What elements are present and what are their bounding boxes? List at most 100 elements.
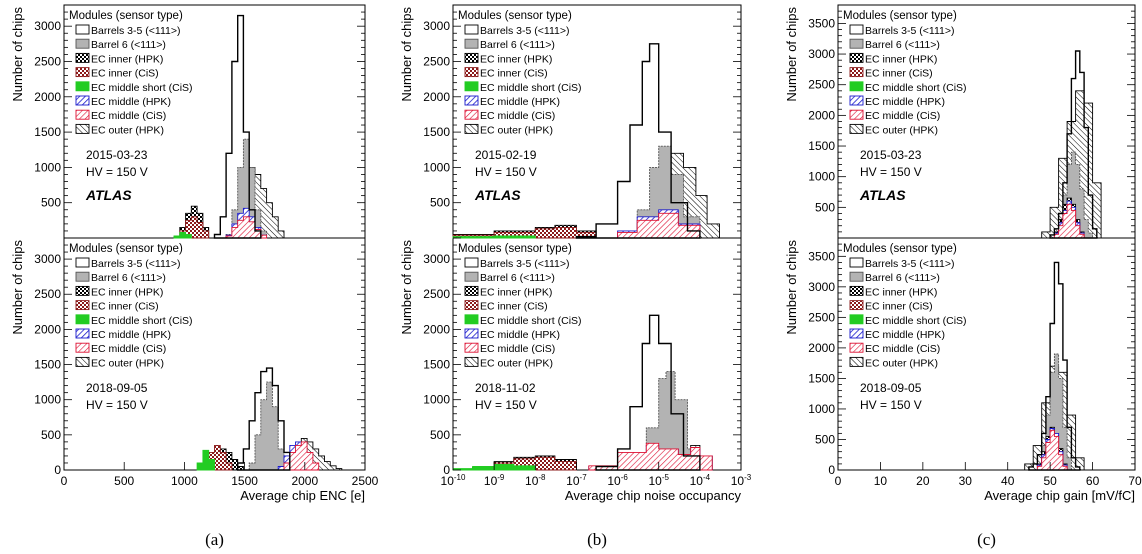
panel-1: 500 1000 1500 2000 2500 3000 0 500 1000 1500 2000 2… <box>10 4 379 549</box>
x-tick-label: 70 <box>1128 474 1142 488</box>
y-tick-label: 1000 <box>34 393 61 407</box>
legend-label-ec-inner-hpk: EC inner (HPK) <box>480 286 552 298</box>
y-axis-label-bottom: Number of chips <box>10 240 25 335</box>
histogram-ec-middle-cis-top-p2 <box>617 212 701 239</box>
legend-label-ec-inner-cis: EC inner (CiS) <box>480 68 548 80</box>
legend-label-ec-inner-cis: EC inner (CiS) <box>865 68 933 80</box>
panel-3: 5001000150020002500300035000500100015002… <box>784 4 1142 549</box>
y-tick-label: 1000 <box>423 160 450 174</box>
legend-swatch-barrel-6-111 <box>75 271 90 282</box>
x-tick-label: 2500 <box>352 474 379 488</box>
legend-swatch-barrel-6-111 <box>464 271 479 282</box>
y-tick-label: 1000 <box>34 160 61 174</box>
legend-label-barrel-6-111: Barrel 6 (<111>) <box>91 39 166 51</box>
legend-swatch-ec-inner-cis <box>849 67 864 78</box>
hv-label: HV = 150 V <box>86 398 148 412</box>
legend-swatch-ec-middle-hpk <box>75 328 90 339</box>
legend-swatch-ec-middle-cis <box>75 109 90 120</box>
legend-swatch-barrel-6-111 <box>849 38 864 49</box>
legend-label-barrel-6-111: Barrel 6 (<111>) <box>865 39 940 51</box>
y-tick-label: 2000 <box>34 322 61 336</box>
y-tick-label: 1500 <box>34 358 61 372</box>
y-tick-label: 1000 <box>808 170 835 184</box>
x-tick-label: 10-10 <box>441 473 466 488</box>
histogram-barrels-3-5-111-bottom-p2 <box>595 314 701 471</box>
y-axis-label-bottom: Number of chips <box>399 240 414 335</box>
x-tick-label: 10-4 <box>690 473 711 488</box>
y-tick-label: 3000 <box>34 19 61 33</box>
y-tick-label: 2000 <box>808 341 835 355</box>
legend-label-ec-inner-hpk: EC inner (HPK) <box>91 286 163 298</box>
y-tick-label: 2500 <box>808 310 835 324</box>
legend-swatch-ec-outer-hpk <box>849 123 864 134</box>
y-tick-label: 500 <box>41 196 61 210</box>
legend-label-ec-outer-hpk: EC outer (HPK) <box>91 357 164 369</box>
legend-swatch-ec-outer-hpk <box>75 356 90 367</box>
y-tick-label: 1500 <box>808 139 835 153</box>
legend-swatch-barrels-3-5-111 <box>75 24 90 35</box>
histogram-ec-middle-short-cis-top-p1 <box>173 231 192 239</box>
y-tick-label: 2000 <box>423 322 450 336</box>
legend-header: Modules (sensor type) <box>69 243 183 255</box>
x-tick-label: 0 <box>61 474 68 488</box>
legend-label-ec-middle-hpk: EC middle (HPK) <box>480 329 560 341</box>
legend-swatch-barrel-6-111 <box>849 271 864 282</box>
histogram-ec-middle-short-cis-bottom-p1 <box>196 449 215 471</box>
legend-label-ec-middle-hpk: EC middle (HPK) <box>91 96 171 108</box>
hv-label: HV = 150 V <box>860 165 922 179</box>
legend-swatch-ec-outer-hpk <box>75 123 90 134</box>
panel-caption: (a) <box>205 530 224 549</box>
legend-label-barrels-3-5-111: Barrels 3-5 (<111>) <box>865 258 955 270</box>
run-date: 2015-02-19 <box>475 148 537 162</box>
atlas-label: ATLAS <box>474 187 521 203</box>
run-date: 2018-11-02 <box>475 381 536 395</box>
legend-swatch-ec-middle-hpk <box>464 328 479 339</box>
legend-swatch-barrels-3-5-111 <box>464 24 479 35</box>
x-tick-label: 10-6 <box>607 473 628 488</box>
x-axis-label: Average chip noise occupancy <box>565 488 742 503</box>
y-tick-label: 2500 <box>34 287 61 301</box>
atlas-label: ATLAS <box>859 187 906 203</box>
legend-swatch-ec-middle-cis <box>464 109 479 120</box>
legend-label-ec-inner-cis: EC inner (CiS) <box>91 301 159 313</box>
x-tick-label: 0 <box>835 474 842 488</box>
histogram-ec-middle-short-cis-top-p2 <box>452 235 536 239</box>
legend-swatch-barrels-3-5-111 <box>464 257 479 268</box>
legend-swatch-barrels-3-5-111 <box>75 257 90 268</box>
y-tick-label: 3000 <box>423 19 450 33</box>
panel-caption: (c) <box>977 530 996 549</box>
hv-label: HV = 150 V <box>475 398 537 412</box>
y-tick-label: 1500 <box>808 371 835 385</box>
y-tick-label: 2500 <box>34 54 61 68</box>
legend-label-ec-middle-cis: EC middle (CiS) <box>480 343 555 355</box>
y-tick-label: 1500 <box>423 125 450 139</box>
legend-swatch-barrel-6-111 <box>75 38 90 49</box>
y-tick-label: 2500 <box>423 287 450 301</box>
x-tick-label: 500 <box>114 474 134 488</box>
legend-label-ec-outer-hpk: EC outer (HPK) <box>480 124 553 136</box>
y-tick-label: 2000 <box>34 90 61 104</box>
legend-label-ec-inner-hpk: EC inner (HPK) <box>865 286 937 298</box>
legend-label-ec-middle-cis: EC middle (CiS) <box>865 343 940 355</box>
legend-label-ec-outer-hpk: EC outer (HPK) <box>865 124 938 136</box>
histogram-barrels-3-5-111-bottom-p1 <box>237 367 291 471</box>
legend-swatch-ec-outer-hpk <box>464 123 479 134</box>
histogram-barrels-3-5-111-top-p1 <box>213 14 262 239</box>
legend-label-ec-middle-cis: EC middle (CiS) <box>865 110 940 122</box>
legend-label-barrels-3-5-111: Barrels 3-5 (<111>) <box>480 258 570 270</box>
legend-label-ec-middle-short-cis: EC middle short (CiS) <box>91 82 193 94</box>
legend-swatch-ec-middle-hpk <box>75 95 90 106</box>
x-tick-label: 1000 <box>171 474 198 488</box>
y-tick-label: 500 <box>430 196 450 210</box>
legend-swatch-ec-middle-hpk <box>464 95 479 106</box>
hv-label: HV = 150 V <box>86 165 148 179</box>
x-tick-label: 50 <box>1043 474 1057 488</box>
y-tick-label: 2000 <box>423 90 450 104</box>
legend-label-ec-outer-hpk: EC outer (HPK) <box>91 124 164 136</box>
histogram-ec-middle-cis-bottom-p3 <box>1036 429 1068 471</box>
legend-label-ec-middle-cis: EC middle (CiS) <box>91 110 166 122</box>
y-tick-label: 2000 <box>808 108 835 122</box>
legend-label-ec-middle-cis: EC middle (CiS) <box>480 110 555 122</box>
legend-swatch-ec-middle-cis <box>75 342 90 353</box>
histogram-barrel-6-111-bottom-p1 <box>248 381 285 471</box>
